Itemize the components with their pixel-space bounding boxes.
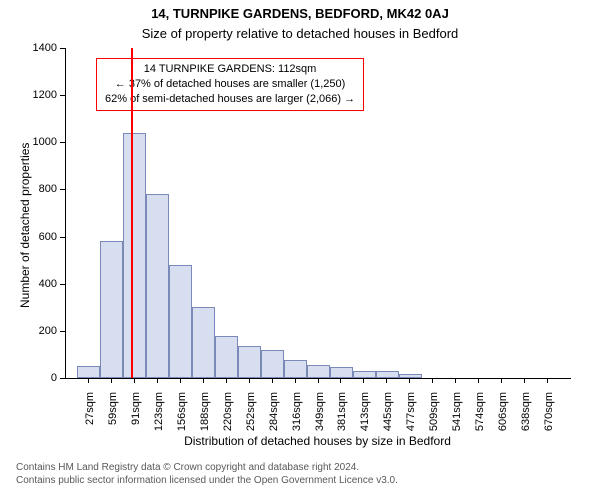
histogram-bar	[376, 371, 399, 378]
y-tick-label: 1400	[17, 42, 57, 54]
y-tick-mark	[60, 95, 65, 96]
histogram-bar	[215, 336, 238, 378]
y-tick-label: 600	[17, 231, 57, 243]
property-marker-line	[131, 48, 133, 378]
x-tick-label: 413sqm	[359, 392, 371, 442]
x-tick-label: 59sqm	[107, 392, 119, 442]
x-tick-mark	[157, 378, 158, 383]
y-tick-mark	[60, 237, 65, 238]
y-tick-label: 800	[17, 183, 57, 195]
chart-title-address: 14, TURNPIKE GARDENS, BEDFORD, MK42 0AJ	[0, 6, 600, 21]
x-tick-mark	[432, 378, 433, 383]
histogram-bar	[169, 265, 192, 378]
info-line-2: ← 37% of detached houses are smaller (1,…	[105, 77, 355, 92]
x-tick-mark	[295, 378, 296, 383]
histogram-bar	[192, 307, 215, 378]
footer-line-2: Contains public sector information licen…	[16, 475, 398, 488]
x-tick-label: 574sqm	[474, 392, 486, 442]
histogram-bar	[284, 360, 307, 378]
histogram-bar	[238, 346, 261, 378]
histogram-bar	[100, 241, 123, 378]
histogram-bar	[307, 365, 330, 378]
x-tick-mark	[409, 378, 410, 383]
x-tick-mark	[134, 378, 135, 383]
y-tick-label: 400	[17, 278, 57, 290]
x-tick-label: 381sqm	[336, 392, 348, 442]
x-tick-mark	[478, 378, 479, 383]
y-tick-mark	[60, 284, 65, 285]
x-tick-mark	[226, 378, 227, 383]
y-tick-mark	[60, 189, 65, 190]
info-line-3: 62% of semi-detached houses are larger (…	[105, 92, 355, 107]
x-tick-mark	[111, 378, 112, 383]
x-tick-mark	[318, 378, 319, 383]
x-tick-mark	[524, 378, 525, 383]
x-tick-mark	[501, 378, 502, 383]
histogram-bar	[330, 367, 353, 378]
x-tick-label: 284sqm	[268, 392, 280, 442]
histogram-bar	[123, 133, 146, 378]
x-tick-label: 541sqm	[451, 392, 463, 442]
histogram-bar	[261, 350, 284, 378]
plot-area: 14 TURNPIKE GARDENS: 112sqm ← 37% of det…	[65, 48, 571, 379]
footer-attribution: Contains HM Land Registry data © Crown c…	[16, 462, 398, 487]
x-tick-mark	[363, 378, 364, 383]
x-tick-label: 606sqm	[497, 392, 509, 442]
x-tick-label: 445sqm	[382, 392, 394, 442]
y-tick-mark	[60, 142, 65, 143]
x-tick-label: 316sqm	[291, 392, 303, 442]
x-tick-mark	[249, 378, 250, 383]
y-tick-label: 0	[17, 372, 57, 384]
y-tick-label: 1000	[17, 136, 57, 148]
y-tick-mark	[60, 331, 65, 332]
chart-container: 14, TURNPIKE GARDENS, BEDFORD, MK42 0AJ …	[0, 0, 600, 500]
y-tick-mark	[60, 48, 65, 49]
x-tick-label: 477sqm	[405, 392, 417, 442]
x-tick-label: 252sqm	[245, 392, 257, 442]
y-tick-label: 1200	[17, 89, 57, 101]
info-annotation-box: 14 TURNPIKE GARDENS: 112sqm ← 37% of det…	[96, 58, 364, 111]
x-tick-mark	[203, 378, 204, 383]
x-tick-label: 123sqm	[153, 392, 165, 442]
histogram-bar	[353, 371, 376, 378]
x-tick-label: 509sqm	[428, 392, 440, 442]
x-tick-mark	[340, 378, 341, 383]
x-tick-mark	[88, 378, 89, 383]
x-tick-mark	[386, 378, 387, 383]
y-tick-mark	[60, 378, 65, 379]
chart-title-description: Size of property relative to detached ho…	[0, 26, 600, 41]
x-tick-label: 638sqm	[520, 392, 532, 442]
x-tick-label: 220sqm	[222, 392, 234, 442]
x-tick-label: 188sqm	[199, 392, 211, 442]
x-tick-mark	[272, 378, 273, 383]
x-tick-mark	[547, 378, 548, 383]
x-tick-label: 670sqm	[543, 392, 555, 442]
x-tick-label: 91sqm	[130, 392, 142, 442]
footer-line-1: Contains HM Land Registry data © Crown c…	[16, 462, 398, 475]
info-line-1: 14 TURNPIKE GARDENS: 112sqm	[105, 62, 355, 77]
x-tick-mark	[180, 378, 181, 383]
x-tick-mark	[455, 378, 456, 383]
histogram-bar	[77, 366, 100, 378]
x-tick-label: 349sqm	[314, 392, 326, 442]
x-tick-label: 27sqm	[84, 392, 96, 442]
y-tick-label: 200	[17, 325, 57, 337]
histogram-bar	[146, 194, 169, 378]
x-tick-label: 156sqm	[176, 392, 188, 442]
